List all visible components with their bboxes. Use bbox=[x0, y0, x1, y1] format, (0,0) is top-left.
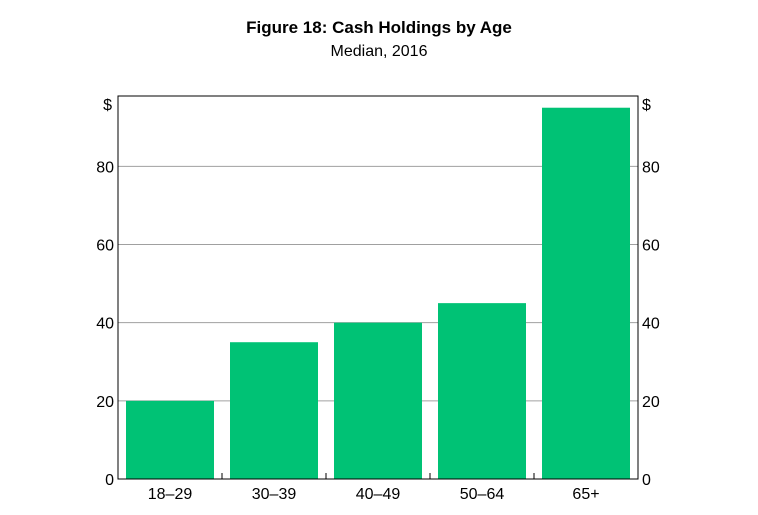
bar bbox=[542, 107, 630, 479]
bar bbox=[438, 303, 526, 479]
y-tick-label-left: 60 bbox=[96, 238, 114, 255]
bar bbox=[230, 342, 318, 479]
bar bbox=[126, 400, 214, 479]
plot-frame bbox=[117, 95, 639, 480]
y-tick-label-right: 0 bbox=[642, 472, 651, 489]
x-ticks bbox=[221, 473, 535, 479]
bar bbox=[334, 322, 422, 479]
y-tick-label-right: 40 bbox=[642, 316, 660, 333]
x-tick-label: 50–64 bbox=[460, 486, 505, 503]
y-tick-label-left: 20 bbox=[96, 394, 114, 411]
y-unit-left: $ bbox=[103, 97, 112, 114]
x-tick-label: 40–49 bbox=[356, 486, 401, 503]
y-tick-label-left: 40 bbox=[96, 316, 114, 333]
y-tick-label-right: 20 bbox=[642, 394, 660, 411]
y-tick-label-right: 60 bbox=[642, 238, 660, 255]
x-tick-labels: 18–29 30–39 40–49 50–64 65+ bbox=[148, 486, 600, 503]
y-tick-labels: 0 0 20 20 40 40 60 60 80 80 bbox=[96, 159, 660, 489]
x-tick-label: 65+ bbox=[572, 486, 599, 503]
x-tick-label: 30–39 bbox=[252, 486, 297, 503]
y-tick-label-right: 80 bbox=[642, 159, 660, 176]
y-unit-right: $ bbox=[642, 97, 651, 114]
chart-subtitle: Median, 2016 bbox=[331, 43, 428, 60]
y-tick-label-left: 80 bbox=[96, 159, 114, 176]
chart-title: Figure 18: Cash Holdings by Age bbox=[246, 18, 512, 37]
bars bbox=[126, 107, 630, 479]
x-tick-label: 18–29 bbox=[148, 486, 193, 503]
y-tick-label-left: 0 bbox=[105, 472, 114, 489]
